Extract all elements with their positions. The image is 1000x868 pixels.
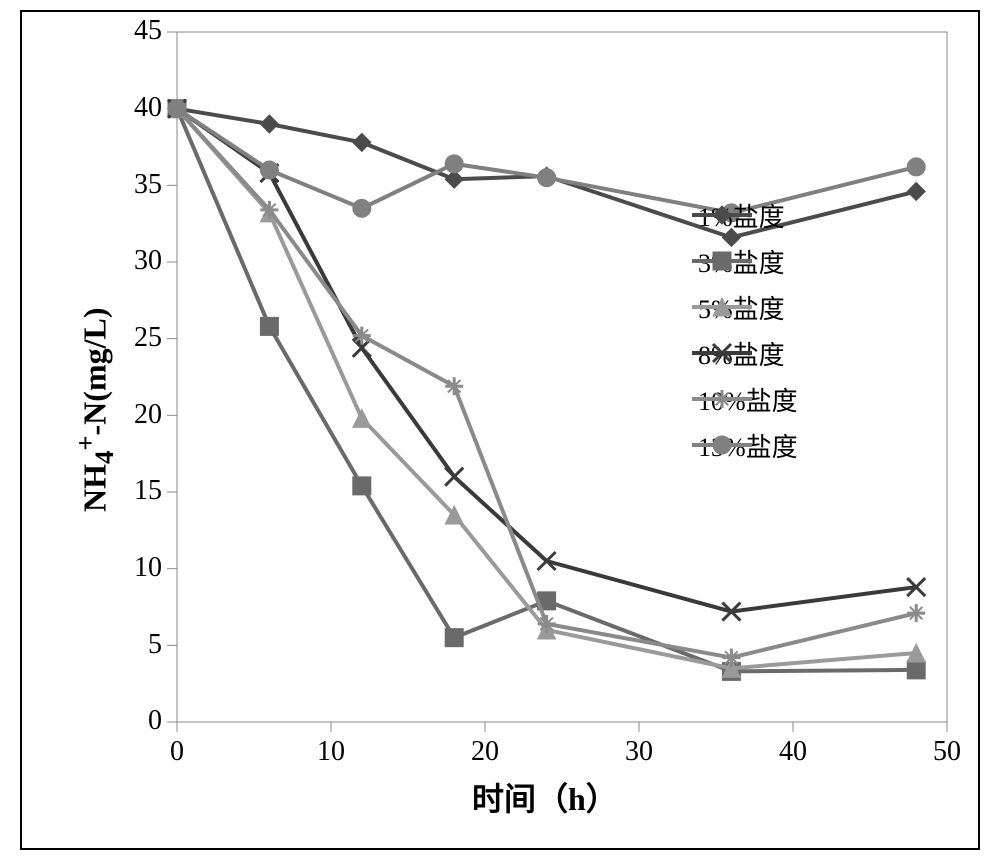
- x-tick-label: 40: [763, 736, 823, 768]
- legend-swatch: [692, 422, 752, 468]
- y-tick-label: 45: [107, 15, 162, 47]
- x-tick-label: 20: [455, 736, 515, 768]
- y-tick-label: 25: [107, 322, 162, 354]
- y-tick-label: 10: [107, 552, 162, 584]
- legend-item: 10%盐度: [692, 376, 798, 422]
- series-line: [177, 109, 916, 658]
- legend-swatch: [692, 330, 752, 376]
- legend-swatch: [692, 192, 752, 238]
- x-tick-label: 10: [301, 736, 361, 768]
- x-tick-label: 0: [147, 736, 207, 768]
- series-line: [177, 109, 916, 213]
- legend-item: 13%盐度: [692, 422, 798, 468]
- legend-swatch: [692, 376, 752, 422]
- x-axis-title: 时间（h）: [472, 774, 618, 820]
- y-tick-label: 15: [107, 475, 162, 507]
- legend-item: 8%盐度: [692, 330, 785, 376]
- y-tick-label: 30: [107, 245, 162, 277]
- legend-item: 5%盐度: [692, 284, 785, 330]
- x-tick-label: 30: [609, 736, 669, 768]
- y-tick-label: 20: [107, 399, 162, 431]
- x-tick-label: 50: [917, 736, 977, 768]
- legend-swatch: [692, 284, 752, 330]
- plot-area: [177, 32, 947, 722]
- chart-frame: NH4+-N(mg/L) 时间（h） 1%盐度3%盐度5%盐度8%盐度10%盐度…: [20, 10, 980, 850]
- chart-svg: [177, 32, 947, 722]
- legend-item: 1%盐度: [692, 192, 785, 238]
- y-tick-label: 35: [107, 169, 162, 201]
- y-tick-label: 40: [107, 92, 162, 124]
- legend-swatch: [692, 238, 752, 284]
- y-tick-label: 0: [107, 705, 162, 737]
- y-tick-label: 5: [107, 629, 162, 661]
- legend-item: 3%盐度: [692, 238, 785, 284]
